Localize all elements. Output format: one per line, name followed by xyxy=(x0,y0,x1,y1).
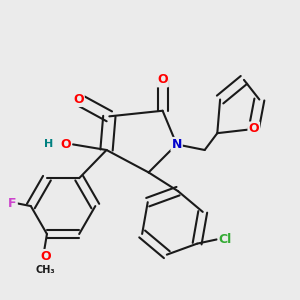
Text: O: O xyxy=(61,138,71,151)
Text: O: O xyxy=(157,74,168,86)
Text: O: O xyxy=(248,122,259,136)
Text: O: O xyxy=(73,93,84,106)
Text: N: N xyxy=(172,138,182,151)
Text: O: O xyxy=(40,250,51,263)
Text: F: F xyxy=(8,197,17,210)
Text: CH₃: CH₃ xyxy=(36,266,56,275)
Text: Cl: Cl xyxy=(219,233,232,246)
Text: H: H xyxy=(44,140,54,149)
